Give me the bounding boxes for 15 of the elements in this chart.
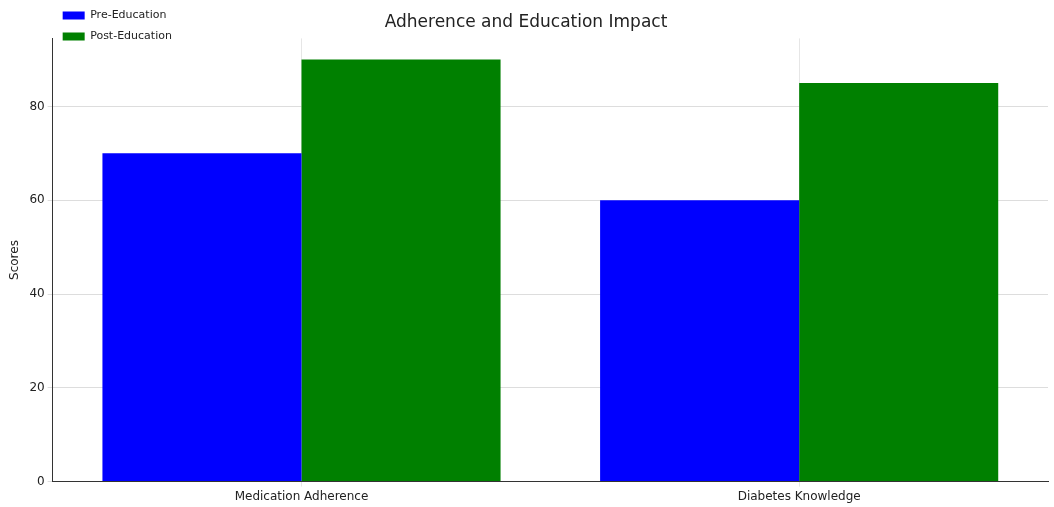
bar — [102, 153, 302, 482]
y-tick-label: 20 — [29, 379, 45, 394]
legend-label: Post-Education — [90, 29, 172, 43]
bar — [600, 200, 800, 482]
y-tick-label: 80 — [29, 98, 45, 113]
bar — [799, 82, 999, 482]
x-tick-label: Diabetes Knowledge — [737, 488, 861, 503]
x-tick-label: Medication Adherence — [234, 488, 369, 503]
y-tick-label: 0 — [37, 473, 45, 488]
y-tick-label: 40 — [29, 286, 45, 301]
bar — [301, 59, 501, 482]
chart-title: Adherence and Education Impact — [384, 10, 668, 31]
y-tick-label: 60 — [29, 192, 45, 207]
legend-label: Pre-Education — [90, 8, 167, 22]
y-axis-title: Scores — [7, 240, 22, 280]
